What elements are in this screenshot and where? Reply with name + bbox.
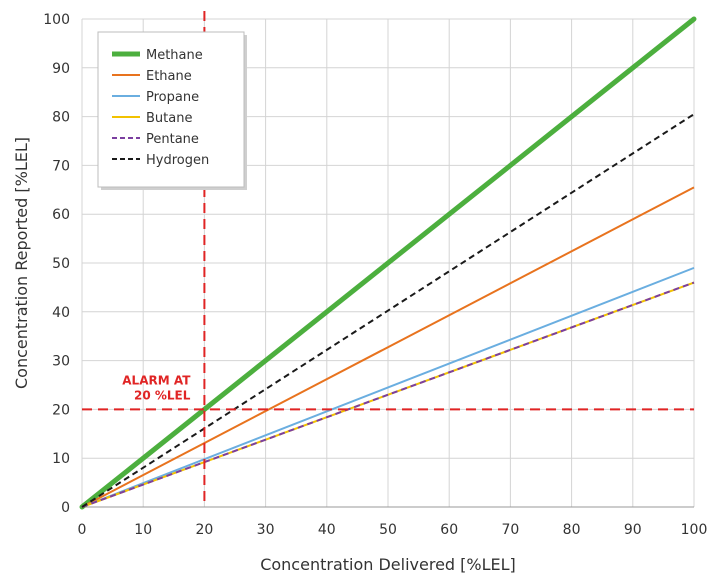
x-tick-label: 40: [318, 522, 336, 538]
y-tick-label: 70: [52, 158, 70, 174]
x-tick-label: 10: [134, 522, 152, 538]
legend-label-butane: Butane: [146, 111, 192, 126]
legend-label-methane: Methane: [146, 48, 203, 63]
series-line-propane: [81, 266, 695, 508]
series-group: [79, 16, 697, 510]
y-tick-label: 90: [52, 61, 70, 77]
y-tick-label: 100: [43, 12, 70, 28]
x-tick-label: 0: [78, 522, 87, 538]
y-axis-label: Concentration Reported [%LEL]: [12, 137, 31, 389]
alarm-annotation-text: ALARM AT: [122, 373, 191, 387]
legend-label-pentane: Pentane: [146, 132, 199, 147]
x-tick-label: 90: [624, 522, 642, 538]
y-tick-label: 50: [52, 256, 70, 272]
y-tick-label: 40: [52, 305, 70, 321]
y-tick-label: 10: [52, 451, 70, 467]
series-line-hydrogen: [81, 113, 695, 508]
x-tick-label: 100: [681, 522, 708, 538]
series-line-pentane: [81, 281, 695, 508]
tick-labels: 0 10 20 30 40 50 60 70 80 90 100 0 10 20 30 40 50 60 70 80 9…: [43, 12, 707, 538]
x-tick-label: 20: [195, 522, 213, 538]
y-tick-label: 20: [52, 402, 70, 418]
x-tick-label: 30: [257, 522, 275, 538]
x-axis-label: Concentration Delivered [%LEL]: [260, 555, 516, 574]
alarm-annotation-text: 20 %LEL: [134, 388, 191, 402]
x-tick-label: 60: [440, 522, 458, 538]
y-tick-label: 60: [52, 207, 70, 223]
legend: Methane Ethane Propane Butane Pentane Hydroge…: [97, 31, 247, 190]
y-tick-label: 80: [52, 110, 70, 126]
x-tick-label: 80: [563, 522, 581, 538]
legend-label-propane: Propane: [146, 90, 199, 105]
x-tick-label: 70: [501, 522, 519, 538]
legend-label-ethane: Ethane: [146, 69, 192, 84]
y-tick-label: 30: [52, 354, 70, 370]
x-tick-label: 50: [379, 522, 397, 538]
legend-box: [97, 31, 245, 188]
series-line-ethane: [81, 186, 695, 508]
y-tick-label: 0: [61, 500, 70, 516]
series-line-methane: [79, 16, 697, 510]
legend-label-hydrogen: Hydrogen: [146, 153, 209, 168]
